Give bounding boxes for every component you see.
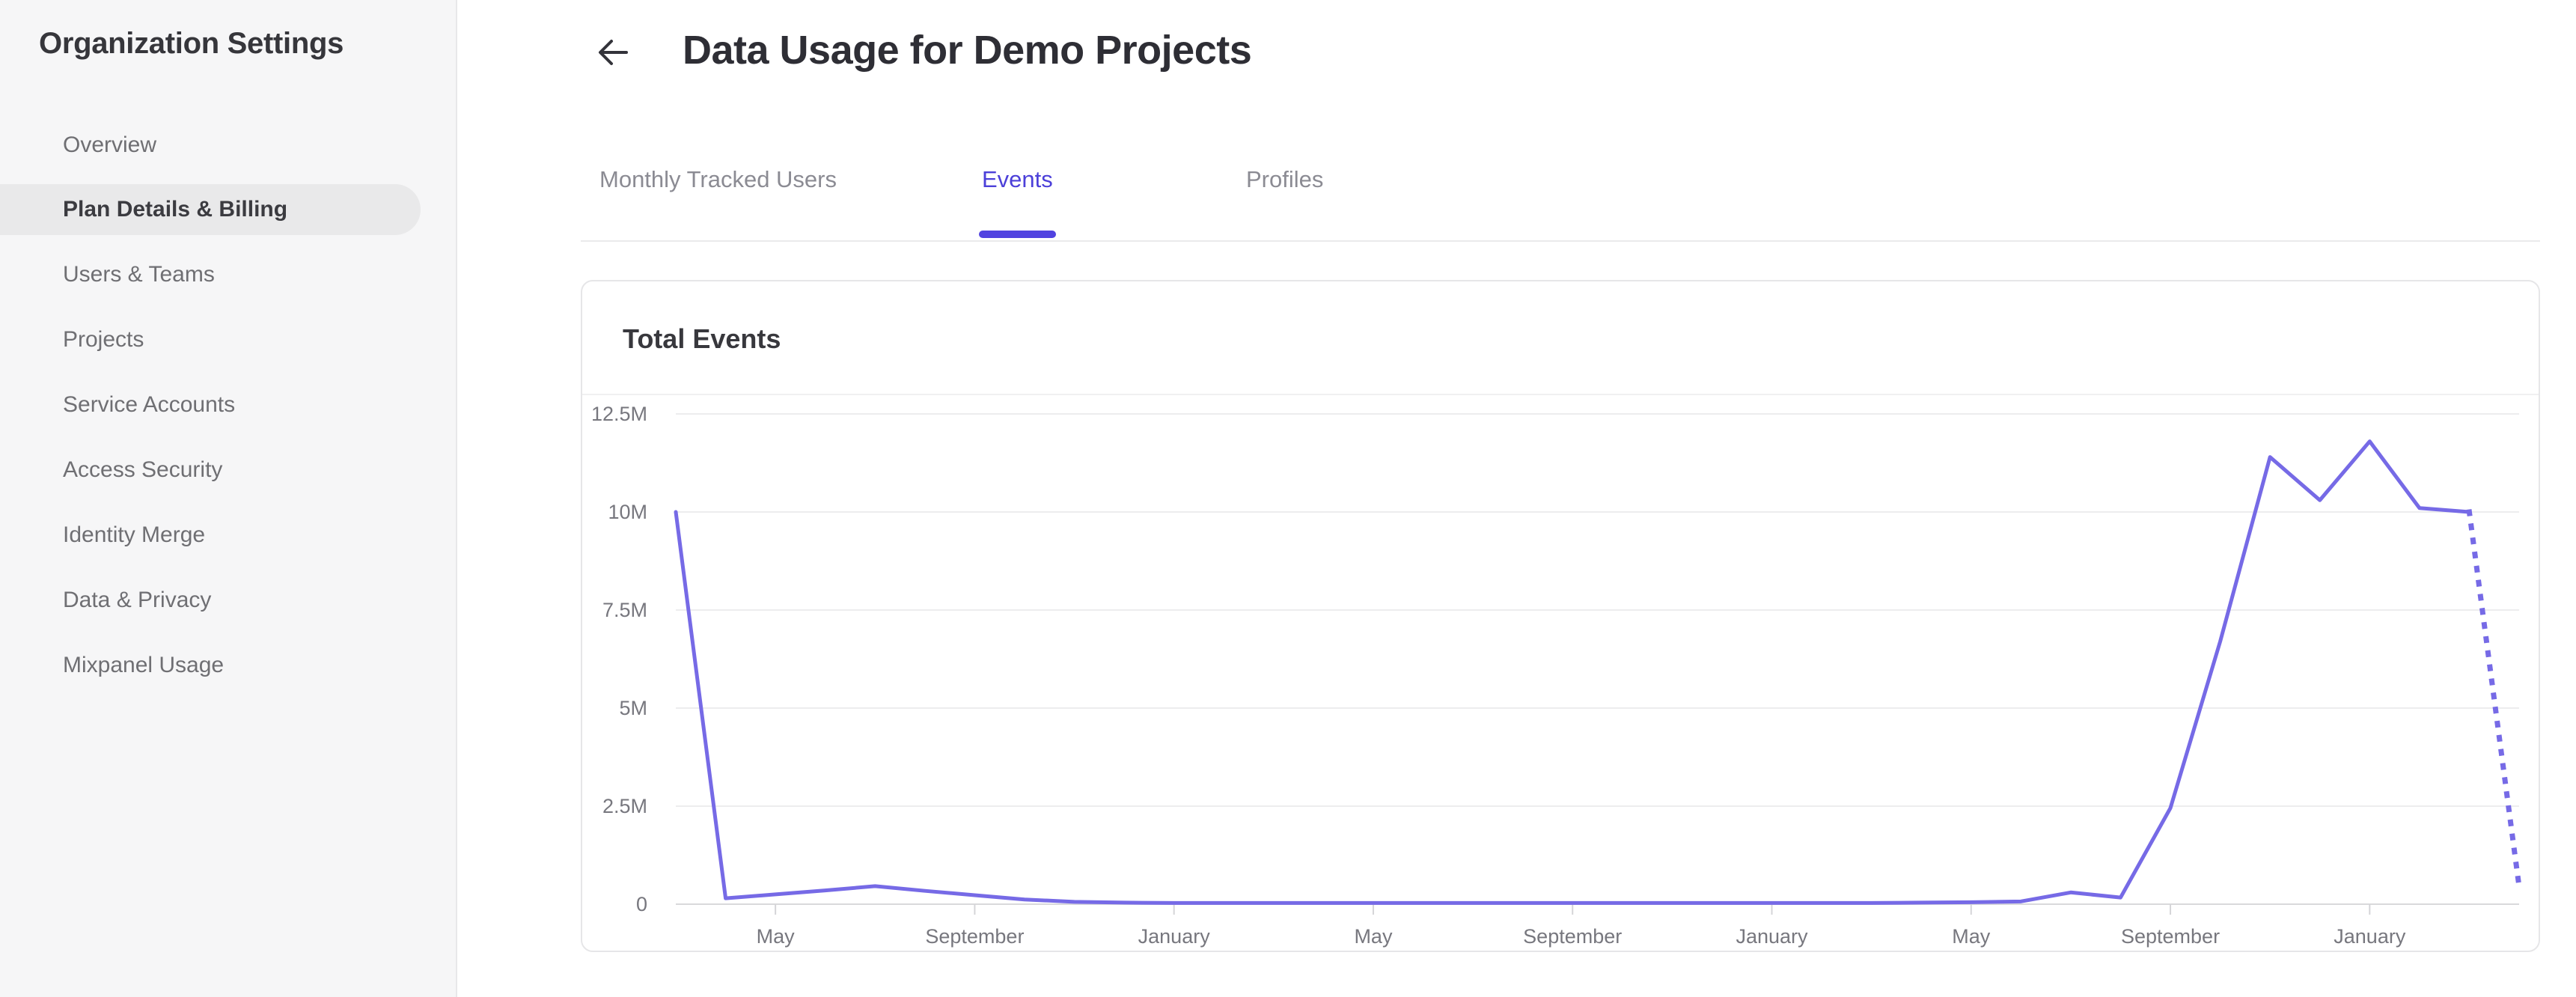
tabs-divider	[581, 240, 2540, 242]
x-axis-label: May	[1952, 925, 1991, 948]
sidebar-item-mixpanel-usage[interactable]: Mixpanel Usage	[63, 652, 225, 677]
sidebar-title: Organization Settings	[39, 27, 344, 60]
x-axis-label: May	[757, 925, 796, 948]
tab-monthly-tracked-users[interactable]: Monthly Tracked Users	[599, 166, 837, 192]
tab-events[interactable]: Events	[982, 166, 1053, 192]
total-events-chart[interactable]: 12.5M 10M 7.5M 5M 2.5M 0 May September January Ma…	[582, 396, 2539, 951]
y-axis-label: 5M	[619, 697, 647, 719]
x-axis-label: September	[1523, 925, 1622, 948]
chart-line	[674, 439, 2471, 905]
sidebar-item-data-privacy[interactable]: Data & Privacy	[63, 587, 212, 612]
x-axis-label: September	[2121, 925, 2220, 948]
main-content: Data Usage for Demo Projects Monthly Tra…	[459, 0, 2576, 997]
sidebar-item-users-teams[interactable]: Users & Teams	[63, 261, 215, 287]
sidebar-item-service-accounts[interactable]: Service Accounts	[63, 391, 236, 417]
back-button[interactable]	[592, 31, 634, 73]
sidebar-item-plan-details-billing[interactable]: Plan Details & Billing	[0, 184, 421, 235]
sidebar-item-access-security[interactable]: Access Security	[63, 457, 223, 482]
chart-projection-line	[2466, 509, 2522, 890]
x-axis-label: January	[1138, 925, 1211, 948]
sidebar-item-identity-merge[interactable]: Identity Merge	[63, 522, 206, 547]
card-title: Total Events	[623, 323, 781, 354]
sidebar: Organization Settings Overview Plan Deta…	[0, 0, 457, 997]
x-axis-label: September	[925, 925, 1024, 948]
y-axis-label: 2.5M	[602, 795, 647, 817]
sidebar-item-overview[interactable]: Overview	[63, 132, 157, 157]
arrow-left-icon	[599, 40, 628, 65]
y-axis-label: 7.5M	[602, 599, 647, 621]
tab-profiles[interactable]: Profiles	[1246, 166, 1324, 192]
x-axis-label: May	[1354, 925, 1393, 948]
y-axis-label: 0	[636, 893, 647, 915]
sidebar-item-projects[interactable]: Projects	[63, 326, 144, 352]
page-title: Data Usage for Demo Projects	[683, 28, 1252, 73]
y-axis-label: 10M	[608, 501, 647, 523]
total-events-card: Total Events 12.5M 10M 7.5M 5M 2.5M 0 May Septe…	[581, 280, 2540, 952]
active-tab-underline	[979, 231, 1056, 238]
x-axis-label: January	[2334, 925, 2406, 948]
card-divider	[582, 394, 2539, 395]
x-axis-label: January	[1736, 925, 1808, 948]
sidebar-nav: Overview Plan Details & Billing Users & …	[0, 112, 456, 698]
y-axis-label: 12.5M	[591, 403, 647, 425]
